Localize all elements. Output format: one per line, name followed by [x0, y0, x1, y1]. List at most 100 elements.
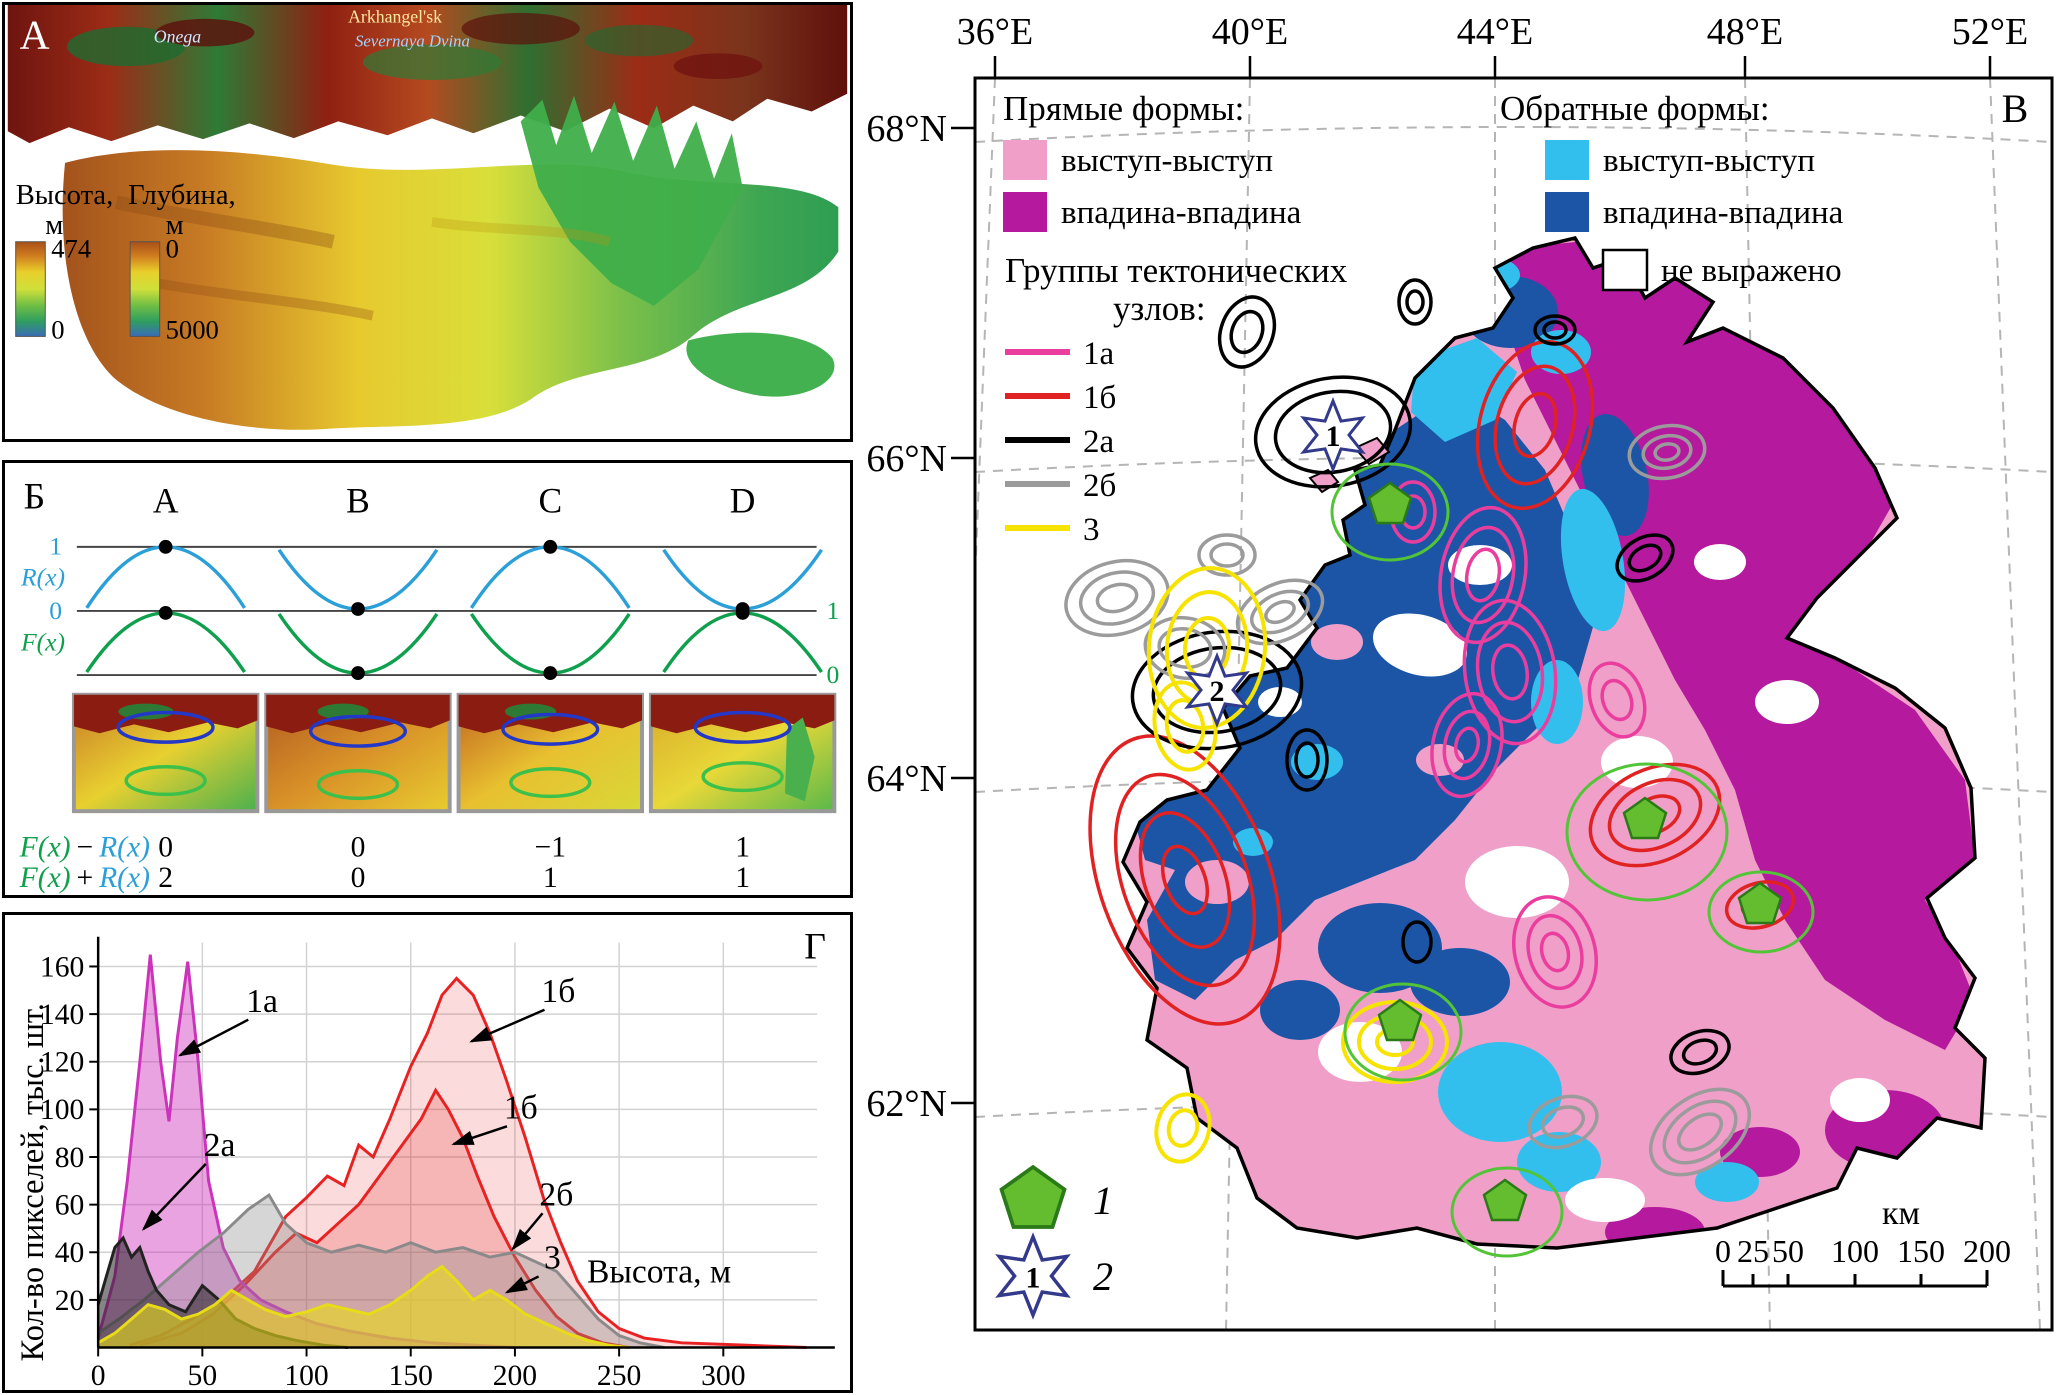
scalebar-100: 100 — [1831, 1233, 1879, 1269]
svg-text:F(x)+R(x): F(x) + R(x) — [19, 862, 150, 894]
lon-label-36e: 36°E — [957, 11, 1033, 53]
panel-b-label: Б — [24, 476, 46, 517]
column-letter-c: C — [538, 480, 562, 520]
contour-cluster-1a-small-2 — [1587, 661, 1647, 739]
contour-cluster-2a-s — [1401, 920, 1433, 964]
green-node-ellipse-4 — [1343, 982, 1463, 1082]
svg-text:80: 80 — [55, 1142, 85, 1174]
legend-pentagon-label: 1 — [1093, 1178, 1113, 1223]
contour-cluster-2b-se1 — [1648, 1087, 1752, 1177]
contour-cluster-2b-se2 — [1527, 1094, 1599, 1150]
direct-bulge-label: выступ-выступ — [1061, 143, 1273, 179]
column-letter-b: B — [346, 480, 370, 520]
swatch-inverse-bulge — [1545, 140, 1589, 180]
svg-text:100: 100 — [40, 1094, 84, 1126]
depth-max-value: 5000 — [166, 314, 219, 344]
depth-legend-title: Глубина, — [128, 180, 236, 211]
svg-text:40: 40 — [55, 1237, 85, 1269]
axis-left-mid: 0 — [49, 596, 62, 625]
contour-cluster-1a-center-3 — [1430, 691, 1504, 799]
panel-a-label: А — [20, 11, 50, 57]
x-axis-title: Высота, м — [587, 1253, 731, 1290]
diff-value-a: 0 — [158, 832, 173, 864]
reference-lines — [76, 545, 817, 677]
map-legend-groups: Группы тектонических узлов: 1а 1б 2а 2б … — [1005, 251, 1348, 548]
swatch-not-expressed — [1601, 248, 1649, 292]
inverse-basin-label: впадина-впадина — [1603, 195, 1844, 231]
sum-value-b: 0 — [351, 862, 366, 894]
panel-b-form-scheme: Б A B C D 1 R(x) 0 F(x) 1 0 — [2, 460, 853, 898]
lat-label-62n: 62°N — [866, 1083, 947, 1125]
place-label-arkhangelsk: Arkhangel'sk — [348, 7, 442, 27]
map-region — [1121, 236, 1987, 1250]
height-legend-title: Высота, — [16, 180, 114, 211]
map-legend-inverse: Обратные формы: выступ-выступ впадина-вп… — [1500, 89, 1844, 292]
contour-cluster-2b-ne — [1627, 423, 1707, 481]
panel-g-label: Г — [804, 926, 826, 967]
svg-text:200: 200 — [493, 1360, 537, 1390]
contour-cluster-2b-w3 — [1235, 578, 1325, 646]
diff-value-c: −1 — [535, 832, 566, 864]
axis-left-top: 1 — [49, 532, 62, 561]
panel-b-thumbnail-a — [71, 692, 260, 814]
sum-row: F(x) + R(x) 2 0 1 1 — [19, 862, 750, 894]
green-node-ellipse-1 — [1330, 462, 1450, 562]
scalebar-unit: км — [1882, 1195, 1920, 1232]
terrain-seafloor — [62, 95, 839, 430]
svg-text:140: 140 — [40, 999, 84, 1031]
contour-cluster-2a-n — [1397, 278, 1433, 326]
diff-value-d: 1 — [735, 832, 750, 864]
sum-value-d: 1 — [735, 862, 750, 894]
svg-text:F(x)−R(x): F(x) − R(x) — [19, 832, 150, 864]
tectonic-star-2: 2 — [1186, 654, 1248, 726]
lon-label-48e: 48°E — [1707, 11, 1783, 53]
contour-cluster-2a-top — [1533, 314, 1577, 346]
svg-text:60: 60 — [55, 1190, 85, 1222]
height-colorbar-swatch — [15, 241, 46, 337]
legend-star-label: 2 — [1093, 1254, 1113, 1299]
depth-colorbar-swatch — [129, 241, 161, 337]
svg-text:2б: 2б — [539, 1176, 573, 1213]
svg-text:50: 50 — [188, 1360, 218, 1390]
axis-right-mid: 1 — [826, 596, 839, 625]
svg-text:250: 250 — [597, 1360, 641, 1390]
r-curves — [85, 539, 823, 616]
svg-text:1: 1 — [1326, 420, 1341, 453]
direct-basin-label: впадина-впадина — [1061, 195, 1302, 231]
panel-b-thumbnail-c — [456, 692, 644, 814]
svg-text:2а: 2а — [204, 1127, 236, 1164]
sum-value-a: 2 — [158, 862, 173, 894]
contour-cluster-2a-se — [1669, 1028, 1731, 1076]
swatch-inverse-basin — [1545, 192, 1589, 232]
groups-header-line1: Группы тектонических — [1005, 251, 1348, 290]
place-label-severnaya-dvina: Severnaya Dvina — [355, 31, 470, 50]
map-axis-left: 68°N 66°N 64°N 62°N — [866, 108, 975, 1125]
panel-v-label: В — [2002, 86, 2029, 131]
svg-text:1: 1 — [1026, 1262, 1041, 1295]
svg-text:120: 120 — [40, 1047, 84, 1079]
svg-text:0: 0 — [91, 1360, 106, 1390]
scalebar-200: 200 — [1963, 1233, 2011, 1269]
column-letter-d: D — [730, 480, 756, 520]
group-label-2b: 2б — [1083, 468, 1116, 504]
depth-min-value: 0 — [166, 234, 179, 264]
scalebar-150: 150 — [1897, 1233, 1945, 1269]
panel-a-3d-relief: А Onega Arkhangel'sk Severnaya Dvina Выс… — [2, 2, 853, 442]
svg-text:300: 300 — [701, 1360, 745, 1390]
map-scalebar: км 0 25 50 100 150 200 — [1715, 1195, 2011, 1288]
direct-forms-header: Прямые формы: — [1003, 89, 1244, 128]
contour-cluster-2a-nw — [1217, 295, 1277, 369]
lon-label-40e: 40°E — [1212, 11, 1288, 53]
scalebar-25: 25 — [1737, 1233, 1769, 1269]
height-legend-unit: м — [45, 210, 63, 241]
groups-header-line2: узлов: — [1113, 289, 1206, 328]
svg-text:150: 150 — [389, 1360, 433, 1390]
lon-label-44e: 44°E — [1457, 11, 1533, 53]
contour-cluster-2b-w1 — [1064, 558, 1170, 638]
panel-v-tectonic-map: 1 2 36°E 40°E 44°E 48°E 52°E — [855, 0, 2059, 1395]
legend-star-icon: 1 — [997, 1235, 1069, 1317]
island-1 — [1353, 436, 1391, 466]
difference-row: F(x) − R(x) 0 0 −1 1 — [19, 832, 750, 864]
depth-colorbar: Глубина, м 0 5000 — [128, 180, 236, 344]
panel-g-height-distribution-chart: 0 50 100 150 200 250 300 20 40 60 80 100 120 140 160 1… — [2, 912, 853, 1393]
